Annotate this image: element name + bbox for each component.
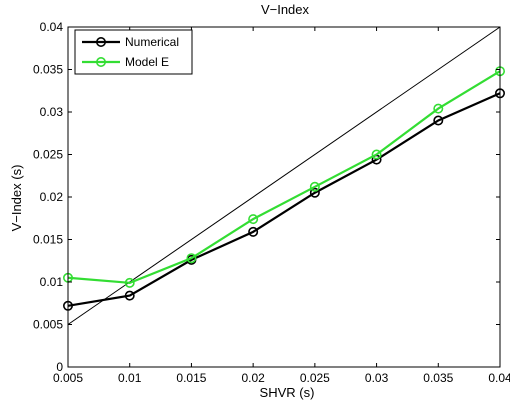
data-point xyxy=(371,149,382,160)
plot-area xyxy=(68,27,500,367)
axes-layer: 0.005 0.01 0.015 0.02 0.025 0.03 0.035 0.0400.0… xyxy=(33,20,510,385)
legend: Numerical Model E xyxy=(74,29,193,75)
y-tick-label: 0.035 xyxy=(33,63,63,77)
legend-label: Model E xyxy=(125,55,169,69)
series-layer xyxy=(62,66,505,311)
y-tick-label: 0.005 xyxy=(33,318,63,332)
reference-diagonal-line xyxy=(67,26,501,325)
series-line xyxy=(67,92,501,307)
legend-swatch-marker xyxy=(96,56,107,67)
data-point xyxy=(309,181,320,192)
x-tick-label: 0.015 xyxy=(176,371,206,385)
y-tick-label: 0.025 xyxy=(33,148,63,162)
data-point xyxy=(433,115,444,126)
x-tick-label: 0.01 xyxy=(118,371,142,385)
x-tick-label: 0.035 xyxy=(423,371,453,385)
reference-line-layer xyxy=(67,26,501,325)
y-tick-label: 0.04 xyxy=(40,20,64,34)
y-tick-label: 0.03 xyxy=(40,105,64,119)
series-line xyxy=(67,70,501,284)
chart-title: V−Index xyxy=(261,2,310,17)
data-point xyxy=(186,253,197,264)
data-point xyxy=(248,226,259,237)
y-tick-label: 0.01 xyxy=(40,275,64,289)
legend-label: Numerical xyxy=(125,35,179,49)
x-tick-label: 0.02 xyxy=(241,371,265,385)
x-tick-label: 0.03 xyxy=(365,371,389,385)
legend-box xyxy=(74,29,193,75)
legend-swatch-marker xyxy=(96,36,107,47)
y-tick-label: 0 xyxy=(56,360,63,374)
y-axis-label: V−Index (s) xyxy=(9,165,24,232)
data-point xyxy=(248,214,259,225)
y-tick-label: 0.015 xyxy=(33,233,63,247)
y-tick-label: 0.02 xyxy=(40,190,64,204)
data-point xyxy=(309,187,320,198)
x-axis-label: SHVR (s) xyxy=(260,385,315,400)
data-point xyxy=(124,277,135,288)
x-tick-label: 0.005 xyxy=(53,371,83,385)
data-point xyxy=(433,103,444,114)
data-point xyxy=(124,290,135,301)
x-tick-label: 0.025 xyxy=(300,371,330,385)
x-tick-label: 0.04 xyxy=(488,371,510,385)
